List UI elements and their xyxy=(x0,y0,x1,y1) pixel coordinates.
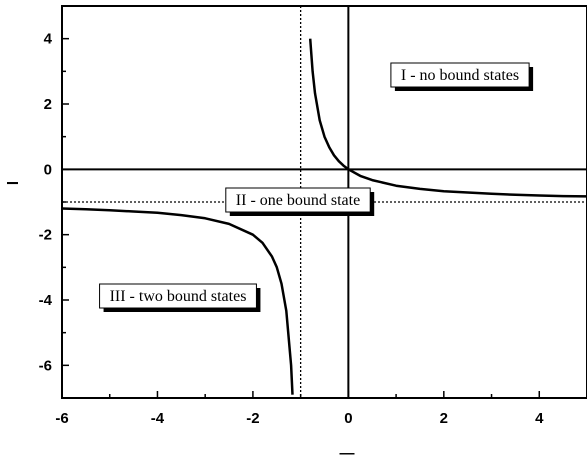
y-tick-label: -2 xyxy=(39,227,52,244)
annotation-text: I - no bound states xyxy=(401,67,519,84)
y-tick-label: 0 xyxy=(44,161,52,178)
y-tick-label: 4 xyxy=(44,31,53,48)
y-axis-label: l xyxy=(5,181,22,185)
annotation-box xyxy=(225,187,371,213)
annotation-lower-left: III - two bound states xyxy=(99,283,261,312)
y-tick-label: -4 xyxy=(39,292,53,309)
x-tick-label: -2 xyxy=(246,410,259,427)
x-tick-label: -4 xyxy=(151,410,165,427)
curve-left xyxy=(61,207,294,395)
region-annotations: I - no bound states II - one bound state I… xyxy=(99,62,534,312)
annotation-text: II - one bound state xyxy=(236,192,360,209)
x-tick-label: -6 xyxy=(55,410,68,427)
curve-right xyxy=(308,38,587,198)
annotation-box xyxy=(390,62,530,88)
annotation-center: II - one bound state xyxy=(225,187,375,216)
annotation-upper-right: I - no bound states xyxy=(390,62,534,91)
curves xyxy=(61,38,587,395)
annotation-box xyxy=(99,283,257,309)
x-tick-label: 0 xyxy=(344,410,352,427)
y-tick-label: -6 xyxy=(39,357,52,374)
annotation-text: III - two bound states xyxy=(110,288,247,305)
x-tick-label: 4 xyxy=(535,410,544,427)
x-tick-label: 2 xyxy=(440,410,448,427)
y-tick-label: 2 xyxy=(44,96,52,113)
axis-ticks: -6 -4 -2 0 2 4 -6 -4 -2 0 2 4 xyxy=(39,5,587,427)
x-axis-label: — xyxy=(340,445,355,462)
